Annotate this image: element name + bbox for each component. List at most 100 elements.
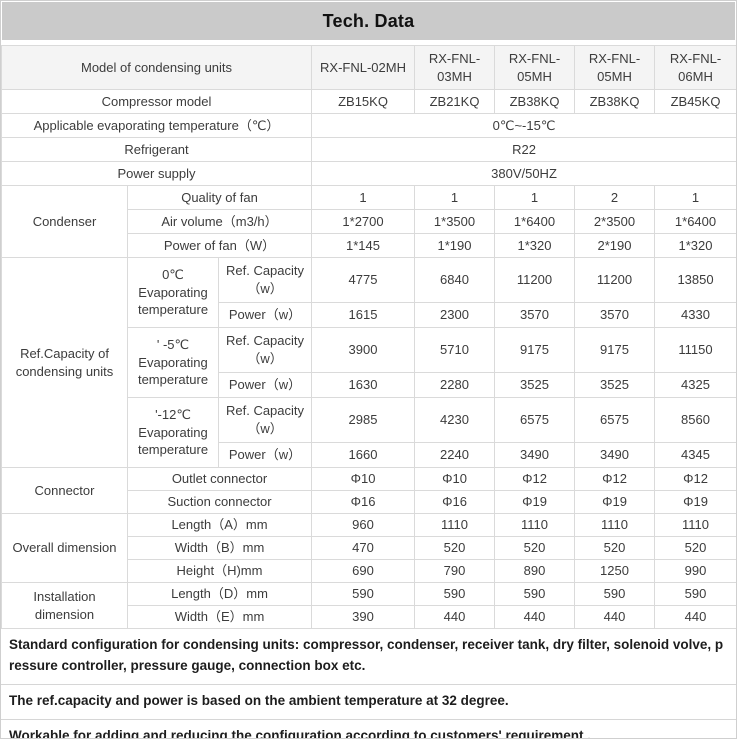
table-cell: RX-FNL-05MH: [574, 45, 656, 90]
table-cell: 1630: [311, 372, 416, 398]
table-cell: 590: [654, 582, 736, 606]
table-cell: 2240: [414, 442, 496, 468]
table-row-fan-quality: Condenser Quality of fan 1 1 1 2 1: [1, 185, 736, 258]
table-cell-merged: 0℃~-15℃: [311, 113, 736, 138]
table-cell: 590: [494, 582, 576, 606]
table-row-model: Model of condensing units RX-FNL-02MH RX…: [1, 45, 736, 90]
note-ambient-temperature: The ref.capacity and power is based on t…: [1, 685, 736, 720]
table-cell: 1*6400: [654, 209, 736, 234]
row-label-power: Power（w）: [217, 302, 313, 328]
table-cell: 1110: [494, 513, 576, 537]
table-cell: Φ12: [654, 467, 736, 491]
table-cell: 13850: [654, 257, 736, 303]
table-cell: Φ10: [414, 467, 496, 491]
table-cell: Φ12: [494, 467, 576, 491]
table-cell: ZB15KQ: [311, 89, 416, 114]
table-cell: Φ12: [574, 467, 656, 491]
group-label-connector: Connector: [1, 467, 128, 514]
table-cell: RX-FNL-03MH: [414, 45, 496, 90]
table-cell: 690: [311, 559, 416, 583]
table-row-evap-temp: Applicable evaporating temperature（℃） 0℃…: [1, 113, 736, 138]
table-cell: 590: [574, 582, 656, 606]
table-row-refcap-0c: Ref.Capacity of condensing units 0℃ Evap…: [1, 257, 736, 468]
table-cell: 470: [311, 536, 416, 560]
notes-section: Standard configuration for condensing un…: [1, 629, 736, 738]
table-cell: 1: [311, 185, 416, 210]
row-label-power: Power（w）: [217, 442, 313, 468]
table-cell: 3570: [494, 302, 576, 328]
table-cell: 3490: [494, 442, 576, 468]
table-cell: 1110: [574, 513, 656, 537]
table-cell: 2280: [414, 372, 496, 398]
page-title: Tech. Data: [322, 10, 415, 31]
table-row-width-b: Width（B）mm 470 520 520 520 520: [2, 536, 736, 560]
table-cell: 6575: [494, 397, 576, 443]
table-cell: 3490: [574, 442, 656, 468]
table-cell: 890: [494, 559, 576, 583]
table-row-length-d: Installation dimension Length（D）mm 590 5…: [1, 582, 736, 629]
table-cell: 3900: [311, 327, 416, 373]
table-cell: 440: [414, 605, 496, 629]
row-label-ref-capacity: Ref. Capacity（w）: [217, 327, 313, 373]
table-row-length-a: Overall dimension Length（A）mm 960 1110 1…: [1, 513, 736, 583]
table-row-fan-power: Power of fan（W） 1*145 1*190 1*320 2*190 …: [2, 233, 736, 258]
table-cell: 11150: [654, 327, 736, 373]
table-cell: 1615: [311, 302, 416, 328]
table-cell: 1*2700: [311, 209, 416, 234]
table-cell: 4330: [654, 302, 736, 328]
table-cell: 6840: [414, 257, 496, 303]
table-cell: 990: [654, 559, 736, 583]
table-cell-merged: 380V/50HZ: [311, 161, 736, 186]
row-label-model: Model of condensing units: [1, 45, 313, 90]
table-row-width-e: Width（E）mm 390 440 440 440 440: [2, 605, 736, 629]
table-cell: 960: [311, 513, 416, 537]
table-cell: 9175: [574, 327, 656, 373]
table-cell: 590: [311, 582, 416, 606]
note-configuration-workable: Workable for adding and reducing the con…: [1, 720, 736, 738]
table-cell: 2*190: [574, 233, 656, 258]
row-label-ref-capacity: Ref. Capacity（w）: [217, 257, 313, 303]
table-cell: Φ19: [574, 490, 656, 514]
table-cell: 1250: [574, 559, 656, 583]
row-label-suction: Suction connector: [126, 490, 313, 514]
row-label-compressor: Compressor model: [1, 89, 313, 114]
table-cell: 520: [574, 536, 656, 560]
table-cell: 1110: [414, 513, 496, 537]
table-cell: 1*6400: [494, 209, 576, 234]
group-label-ref-capacity: Ref.Capacity of condensing units: [1, 257, 128, 468]
table-cell: 520: [654, 536, 736, 560]
table-row-air-volume: Air volume（m3/h） 1*2700 1*3500 1*6400 2*…: [2, 209, 736, 234]
table-cell: 4345: [654, 442, 736, 468]
table-cell: 1110: [654, 513, 736, 537]
table-row-outlet-connector: Connector Outlet connector Φ10 Φ10 Φ12 Φ…: [1, 467, 736, 514]
row-label-power: Power（w）: [217, 372, 313, 398]
table-cell: 2*3500: [574, 209, 656, 234]
table-cell: 440: [574, 605, 656, 629]
table-cell: 1*145: [311, 233, 416, 258]
table-row-power-minus12c: Power（w） 1660 2240 3490 3490 4345: [2, 442, 736, 468]
row-label-evap-temp: Applicable evaporating temperature（℃）: [1, 113, 313, 138]
table-cell: RX-FNL-05MH: [494, 45, 576, 90]
table-cell: 3570: [574, 302, 656, 328]
row-label-height-h: Height（H)mm: [126, 559, 313, 583]
table-row-power-0c: Power（w） 1615 2300 3570 3570 4330: [2, 302, 736, 328]
table-row-power-minus5c: Power（w） 1630 2280 3525 3525 4325: [2, 372, 736, 398]
table-cell: 1*190: [414, 233, 496, 258]
table-cell: 4325: [654, 372, 736, 398]
table-cell-merged: R22: [311, 137, 736, 162]
temp-label-minus12c: '-12℃ Evaporating temperature: [127, 397, 219, 468]
table-cell: 5710: [414, 327, 496, 373]
row-label-length-d: Length（D）mm: [126, 582, 313, 606]
table-cell: 8560: [654, 397, 736, 443]
table-cell: 1: [654, 185, 736, 210]
table-cell: ZB21KQ: [414, 89, 496, 114]
table-cell: 1: [494, 185, 576, 210]
table-cell: 1*320: [654, 233, 736, 258]
note-standard-configuration: Standard configuration for condensing un…: [1, 629, 736, 685]
table-cell: Φ19: [494, 490, 576, 514]
table-cell: 11200: [574, 257, 656, 303]
table-cell: 520: [494, 536, 576, 560]
table-cell: 2985: [311, 397, 416, 443]
table-cell: ZB38KQ: [494, 89, 576, 114]
